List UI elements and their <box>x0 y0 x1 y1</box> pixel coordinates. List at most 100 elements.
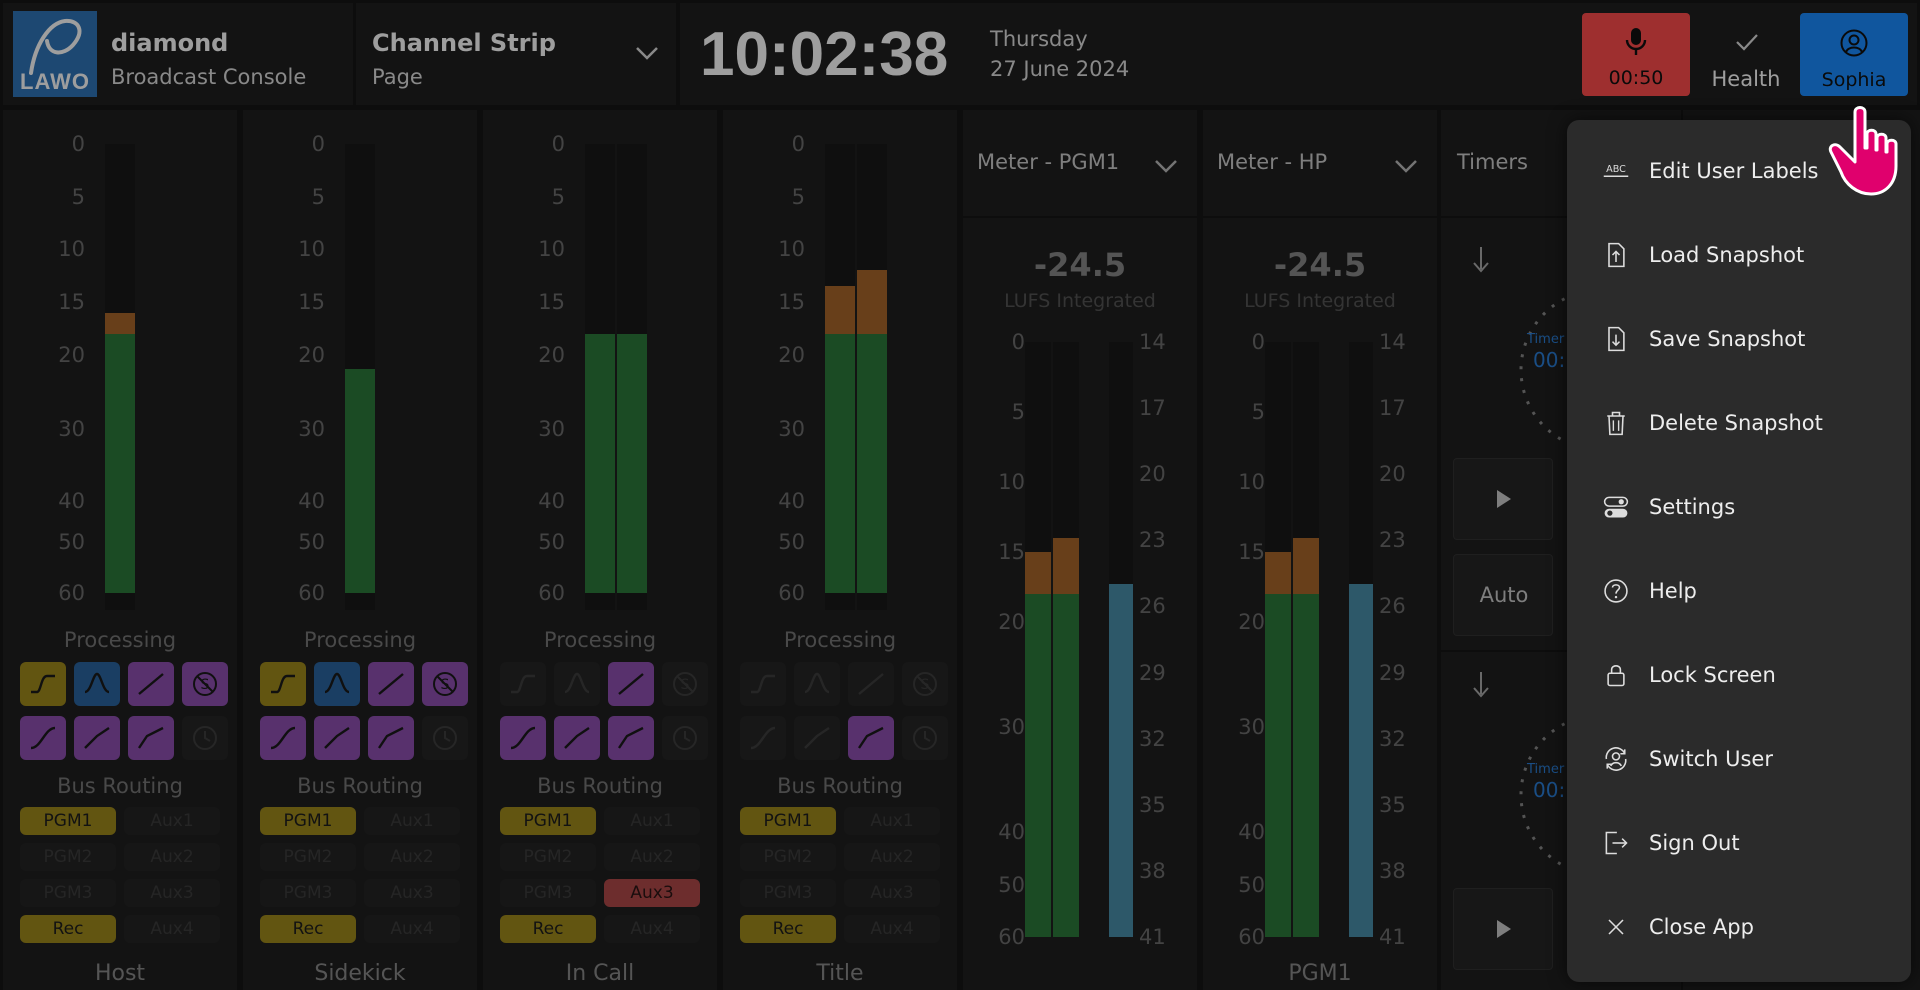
menu-item-switch-user[interactable]: Switch User <box>1567 724 1911 794</box>
bus-button[interactable]: PGM1 <box>20 807 116 835</box>
bus-button[interactable]: Aux2 <box>124 843 220 871</box>
processing-button-delay-icon[interactable] <box>182 716 228 760</box>
meter-source-selector[interactable]: Meter - HP <box>1203 110 1437 216</box>
processing-button-compressor-icon[interactable] <box>848 662 894 706</box>
processing-button-solo-safe-icon[interactable]: S <box>902 662 948 706</box>
bus-button[interactable]: PGM3 <box>20 879 116 907</box>
processing-button-solo-safe-icon[interactable]: S <box>662 662 708 706</box>
menu-item-sign-out[interactable]: Sign Out <box>1567 808 1911 878</box>
bus-button[interactable]: Rec <box>20 915 116 943</box>
processing-button-limiter-icon[interactable] <box>128 716 174 760</box>
menu-item-file-download[interactable]: Save Snapshot <box>1567 304 1911 374</box>
bus-button[interactable]: PGM2 <box>500 843 596 871</box>
bus-button[interactable]: PGM1 <box>260 807 356 835</box>
processing-button-equalizer-icon[interactable] <box>314 662 360 706</box>
bus-button[interactable]: PGM2 <box>740 843 836 871</box>
menu-item-file-upload[interactable]: Load Snapshot <box>1567 220 1911 290</box>
processing-button-solo-safe-icon[interactable]: S <box>182 662 228 706</box>
scale-tick: 20 <box>1238 609 1265 634</box>
timer-play-button-2[interactable] <box>1453 888 1553 970</box>
loudness-bar <box>1109 584 1133 937</box>
menu-item-abc-label[interactable]: ABC Edit User Labels <box>1567 136 1911 206</box>
processing-button-limiter-icon[interactable] <box>608 716 654 760</box>
bus-button[interactable]: PGM3 <box>260 879 356 907</box>
processing-label: Processing <box>783 628 897 652</box>
bus-button[interactable]: Aux1 <box>844 807 940 835</box>
bus-button[interactable]: PGM2 <box>260 843 356 871</box>
meter-source-selector[interactable]: Meter - PGM1 <box>963 110 1197 216</box>
timer-play-button-1[interactable] <box>1453 458 1553 540</box>
menu-item-toggle-settings[interactable]: Settings <box>1567 472 1911 542</box>
processing-button-equalizer-icon[interactable] <box>794 662 840 706</box>
bus-button[interactable]: Aux2 <box>844 843 940 871</box>
bus-button[interactable]: PGM1 <box>500 807 596 835</box>
bus-button[interactable]: Rec <box>500 915 596 943</box>
bus-button[interactable]: Aux1 <box>364 807 460 835</box>
processing-button-high-pass-filter-icon[interactable] <box>500 662 546 706</box>
processing-label: Processing <box>543 628 657 652</box>
limiter-icon <box>858 726 884 749</box>
menu-item-trash[interactable]: Delete Snapshot <box>1567 388 1911 458</box>
processing-button-gate-icon[interactable] <box>20 716 66 760</box>
timer-auto-button[interactable]: Auto <box>1453 554 1553 636</box>
bus-button[interactable]: Aux4 <box>364 915 460 943</box>
processing-button-compressor-icon[interactable] <box>608 662 654 706</box>
bus-button[interactable]: Aux2 <box>364 843 460 871</box>
bus-button[interactable]: PGM2 <box>20 843 116 871</box>
processing-button-equalizer-icon[interactable] <box>74 662 120 706</box>
scale-tick: 30 <box>58 416 85 441</box>
clock-day: Thursday <box>990 27 1088 51</box>
processing-button-limiter-icon[interactable] <box>848 716 894 760</box>
panel-divider <box>963 216 1197 218</box>
lock-icon <box>1601 660 1631 690</box>
bus-button[interactable]: Rec <box>740 915 836 943</box>
bus-button[interactable]: Aux1 <box>124 807 220 835</box>
bus-button[interactable]: Aux3 <box>844 879 940 907</box>
processing-button-limiter-icon[interactable] <box>368 716 414 760</box>
processing-button-expander-icon[interactable] <box>794 716 840 760</box>
processing-button-gate-icon[interactable] <box>260 716 306 760</box>
processing-button-gate-icon[interactable] <box>500 716 546 760</box>
processing-button-delay-icon[interactable] <box>422 716 468 760</box>
scale-tick: 30 <box>298 416 325 441</box>
meter-peak-bar <box>1265 552 1291 594</box>
bus-button[interactable]: Aux2 <box>604 843 700 871</box>
bus-button[interactable]: Aux4 <box>844 915 940 943</box>
mic-button[interactable]: 00:50 <box>1582 13 1690 96</box>
menu-item-lock[interactable]: Lock Screen <box>1567 640 1911 710</box>
bus-button[interactable]: PGM1 <box>740 807 836 835</box>
user-button[interactable]: Sophia <box>1800 13 1908 96</box>
processing-button-expander-icon[interactable] <box>314 716 360 760</box>
processing-button-gate-icon[interactable] <box>740 716 786 760</box>
timers-divider <box>1441 216 1681 218</box>
scale-tick: 50 <box>1238 872 1265 897</box>
bus-button[interactable]: Aux1 <box>604 807 700 835</box>
processing-button-compressor-icon[interactable] <box>128 662 174 706</box>
bus-button[interactable]: PGM3 <box>740 879 836 907</box>
processing-button-compressor-icon[interactable] <box>368 662 414 706</box>
menu-item-help-circle[interactable]: Help <box>1567 556 1911 626</box>
processing-button-expander-icon[interactable] <box>74 716 120 760</box>
bus-button[interactable]: Aux3 <box>124 879 220 907</box>
bus-button[interactable]: PGM3 <box>500 879 596 907</box>
processing-button-equalizer-icon[interactable] <box>554 662 600 706</box>
bus-button[interactable]: Aux4 <box>124 915 220 943</box>
processing-button-expander-icon[interactable] <box>554 716 600 760</box>
bus-button[interactable]: Aux4 <box>604 915 700 943</box>
menu-item-close[interactable]: Close App <box>1567 892 1911 962</box>
processing-button-delay-icon[interactable] <box>902 716 948 760</box>
health-button[interactable]: Health <box>1692 13 1800 96</box>
bus-button[interactable]: Aux3 <box>604 879 700 907</box>
processing-button-high-pass-filter-icon[interactable] <box>260 662 306 706</box>
channel-strip-1: 0 5 10 15 20 30 40 50 60 Processing S Bus Routing PG… <box>243 110 477 990</box>
bus-button[interactable]: Rec <box>260 915 356 943</box>
scale-tick: 20 <box>58 342 85 367</box>
scale-tick: 5 <box>71 184 85 209</box>
page-selector[interactable]: Channel Strip Page <box>356 3 676 105</box>
processing-button-solo-safe-icon[interactable]: S <box>422 662 468 706</box>
bus-button[interactable]: Aux3 <box>364 879 460 907</box>
processing-button-high-pass-filter-icon[interactable] <box>20 662 66 706</box>
scale-tick: 60 <box>538 580 565 605</box>
processing-button-delay-icon[interactable] <box>662 716 708 760</box>
processing-button-high-pass-filter-icon[interactable] <box>740 662 786 706</box>
